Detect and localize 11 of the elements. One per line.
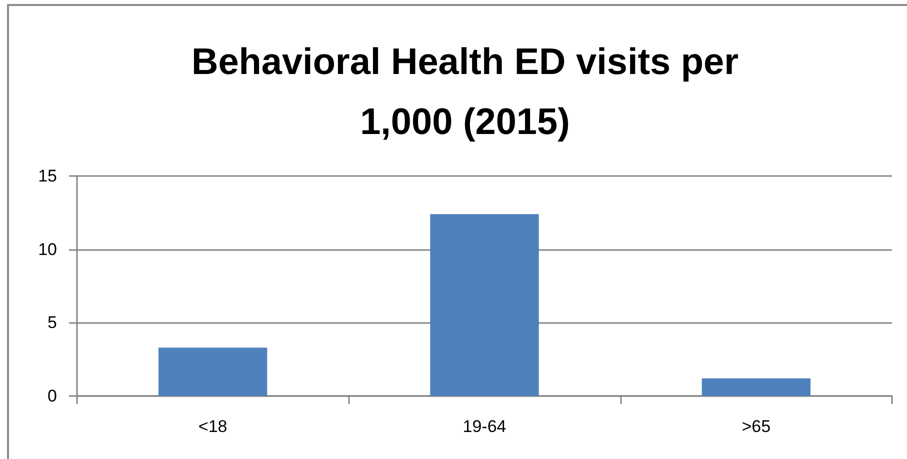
- x-tick-label: <18: [198, 417, 228, 436]
- bar: [430, 214, 539, 396]
- y-tick-label: 0: [48, 386, 57, 406]
- y-tick-label: 10: [38, 240, 57, 259]
- x-tick-label: >65: [742, 417, 771, 436]
- y-tick-label: 15: [38, 166, 57, 186]
- y-tick-label: 5: [48, 313, 57, 332]
- chart-title: Behavioral Health ED visits per 1,000 (2015): [190, 40, 740, 144]
- x-tick-label: 19-64: [462, 417, 506, 436]
- bar: [702, 378, 810, 396]
- bar: [158, 348, 268, 396]
